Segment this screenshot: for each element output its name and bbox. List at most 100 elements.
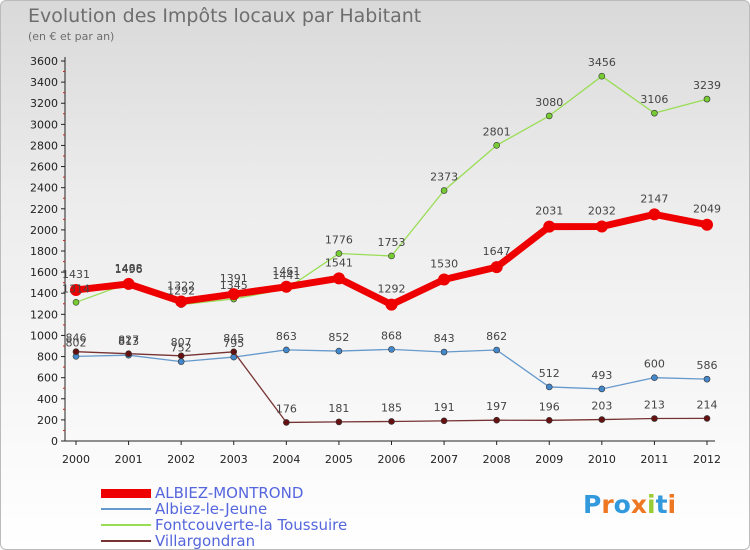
data-label: 807 — [171, 336, 192, 349]
data-label: 802 — [66, 336, 87, 349]
data-point — [283, 346, 290, 354]
logo-letter: o — [613, 490, 631, 519]
logo-letter: t — [655, 490, 668, 519]
y-tick-label: 2800 — [30, 139, 58, 152]
data-label: 2373 — [430, 171, 458, 184]
data-point — [648, 208, 661, 221]
data-label: 214 — [697, 398, 718, 411]
data-point — [72, 348, 80, 356]
data-point — [335, 347, 343, 355]
y-tick-label: 2400 — [30, 182, 58, 195]
data-label: 2032 — [588, 205, 616, 218]
x-tick-label: 2010 — [588, 453, 616, 466]
data-label: 1488 — [115, 262, 143, 275]
data-label: 1292 — [167, 285, 195, 298]
y-tick-label: 2600 — [30, 161, 58, 174]
data-label: 196 — [539, 400, 560, 413]
data-label: 846 — [66, 332, 87, 345]
x-tick-label: 2003 — [220, 453, 248, 466]
data-point — [388, 418, 395, 425]
legend-item: Albiez-le-Jeune — [101, 501, 347, 517]
y-tick-label: 3400 — [30, 76, 58, 89]
data-label: 493 — [591, 369, 612, 382]
y-tick-label: 1400 — [30, 287, 58, 300]
data-point — [175, 295, 188, 308]
data-point — [125, 350, 132, 358]
data-point — [545, 417, 553, 424]
logo-letter: x — [630, 490, 647, 519]
proxiti-logo: Proxiti — [583, 490, 676, 519]
data-label: 3239 — [693, 79, 721, 92]
legend-swatch — [101, 524, 151, 526]
y-tick-label: 1800 — [30, 245, 58, 258]
data-label: 1461 — [272, 265, 300, 278]
data-label: 862 — [486, 330, 507, 343]
data-point — [72, 298, 80, 306]
data-point — [388, 346, 395, 353]
data-label: 3080 — [535, 96, 563, 109]
data-label: 1753 — [378, 236, 406, 249]
data-label: 600 — [644, 358, 665, 371]
y-tick-label: 3200 — [30, 97, 58, 110]
logo-letter: r — [601, 490, 614, 519]
logo-letter: i — [647, 490, 656, 519]
legend-item: ALBIEZ-MONTROND — [101, 485, 347, 501]
legend-item: Villargondran — [101, 533, 347, 549]
data-label: 863 — [276, 330, 297, 343]
data-label: 1292 — [378, 283, 406, 296]
data-point — [177, 358, 185, 365]
legend-swatch — [101, 508, 151, 510]
data-point — [493, 142, 500, 149]
data-point — [493, 416, 500, 424]
x-tick-label: 2006 — [378, 453, 406, 466]
legend-label: ALBIEZ-MONTROND — [155, 484, 304, 502]
y-tick-label: 600 — [37, 372, 58, 385]
data-label: 1314 — [62, 282, 90, 295]
data-point — [703, 415, 711, 422]
x-tick-label: 2008 — [483, 453, 511, 466]
data-label: 1647 — [483, 245, 511, 258]
data-label: 3106 — [640, 93, 668, 106]
legend-label: Fontcouverte-la Toussuire — [155, 516, 348, 534]
y-tick-label: 800 — [37, 351, 58, 364]
data-label: 1530 — [430, 258, 458, 271]
data-point — [598, 416, 606, 423]
data-point — [543, 220, 556, 233]
y-tick-label: 1000 — [30, 329, 58, 342]
data-point — [332, 272, 345, 285]
y-tick-label: 1600 — [30, 266, 58, 279]
data-point — [385, 298, 398, 311]
data-label: 827 — [118, 334, 139, 347]
legend-label: Villargondran — [155, 532, 256, 550]
legend-swatch — [101, 488, 151, 498]
data-label: 1345 — [220, 279, 248, 292]
data-point — [438, 273, 451, 286]
data-point — [545, 383, 553, 391]
series-line — [75, 75, 708, 306]
data-label: 795 — [223, 337, 244, 350]
data-label: 845 — [223, 332, 244, 345]
data-label: 2801 — [483, 125, 511, 138]
data-label: 586 — [697, 359, 718, 372]
data-label: 752 — [171, 342, 192, 355]
data-label: 1541 — [325, 256, 353, 269]
data-point — [227, 288, 240, 301]
data-point — [177, 352, 185, 360]
data-point — [545, 112, 553, 120]
data-point — [703, 375, 711, 383]
chart-title: Evolution des Impôts locaux par Habitant — [28, 5, 422, 27]
y-tick-label: 200 — [37, 414, 58, 427]
data-label: 1431 — [62, 268, 90, 281]
chart-legend: ALBIEZ-MONTROND Albiez-le-Jeune Fontcouv… — [101, 485, 347, 549]
data-label: 1496 — [115, 263, 143, 276]
data-label: 176 — [276, 402, 297, 415]
data-label: 1441 — [272, 269, 300, 282]
x-tick-label: 2002 — [167, 453, 195, 466]
data-point — [651, 415, 658, 422]
data-label: 2147 — [640, 192, 668, 205]
data-label: 181 — [328, 402, 349, 415]
y-tick-label: 400 — [37, 393, 58, 406]
data-point — [651, 374, 658, 381]
data-point — [280, 280, 293, 293]
data-point — [335, 418, 343, 426]
